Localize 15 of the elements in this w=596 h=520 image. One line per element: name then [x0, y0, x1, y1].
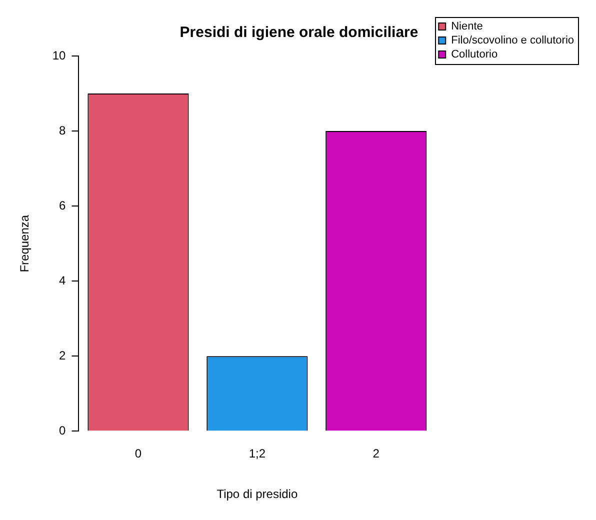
- chart-title: Presidi di igiene orale domiciliare: [180, 24, 418, 42]
- legend-label: Niente: [451, 20, 483, 33]
- legend-label: Collutorio: [451, 48, 498, 61]
- y-tick-label: 2: [59, 348, 66, 362]
- y-tick-label: 10: [52, 48, 66, 62]
- legend-label: Filo/scovolino e collutorio: [451, 34, 574, 47]
- y-tick-label: 4: [59, 273, 66, 288]
- x-axis-title: Tipo di presidio: [216, 487, 298, 502]
- x-tick-label: 2: [372, 446, 380, 461]
- x-tick-label: 0: [134, 446, 142, 461]
- y-tick-label: 8: [59, 123, 66, 138]
- y-tick-label: 0: [59, 424, 66, 438]
- y-tick-label: 6: [59, 198, 66, 212]
- y-axis-title: Frequenza: [18, 214, 32, 272]
- x-tick-label: 1;2: [248, 446, 266, 461]
